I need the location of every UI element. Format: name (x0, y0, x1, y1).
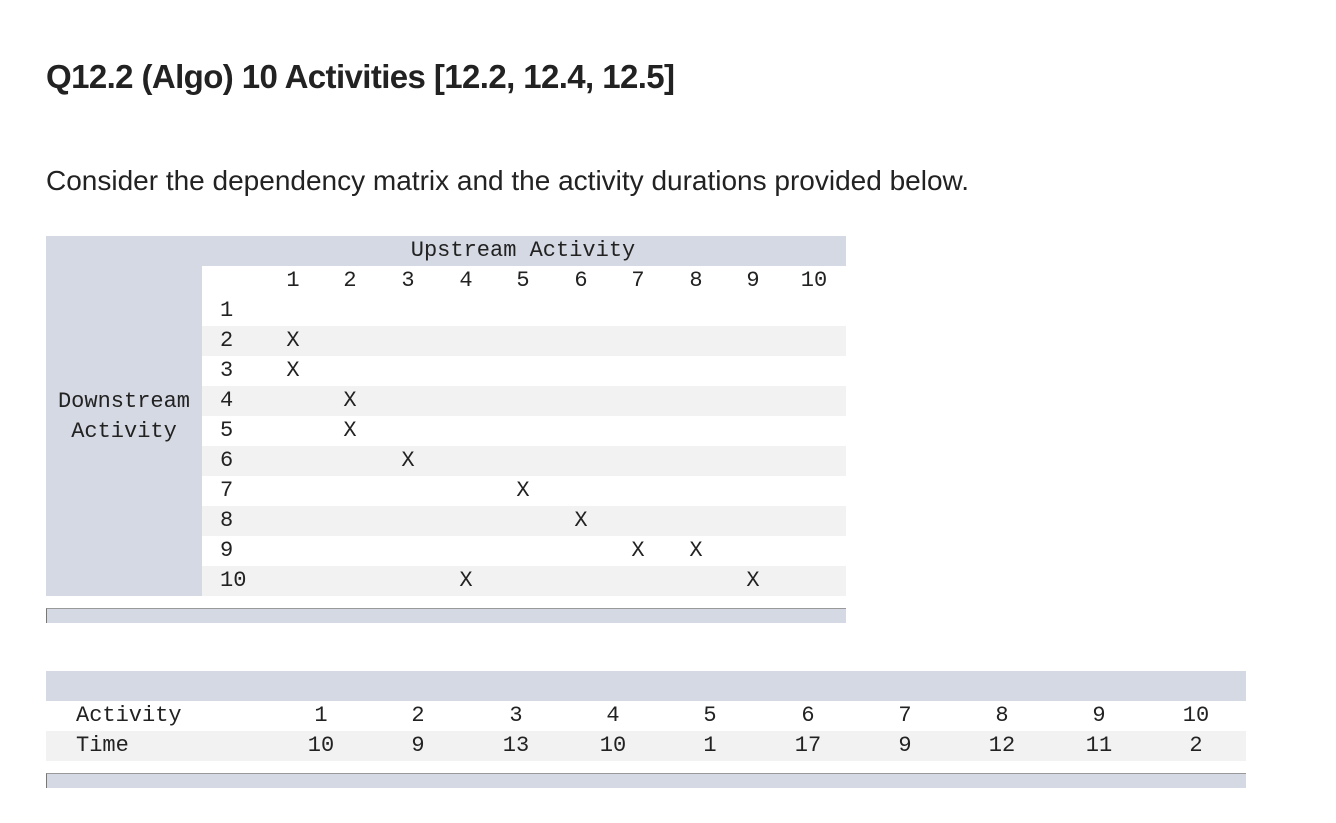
row-label: 10 (220, 568, 247, 593)
cell: 7 (898, 703, 912, 728)
row-stripe (202, 446, 846, 476)
cell: 10 (1182, 703, 1210, 728)
cell: 9 (1092, 703, 1106, 728)
row-label: 5 (220, 418, 234, 443)
row-label: Activity (76, 703, 182, 728)
cell: 3 (509, 703, 523, 728)
cell: 11 (1085, 733, 1113, 758)
row-stripe (202, 506, 846, 536)
row-stripe (202, 386, 846, 416)
table-footer (46, 773, 1246, 788)
row-stripe (202, 326, 846, 356)
dependency-mark: X (516, 478, 530, 503)
cell: 9 (411, 733, 425, 758)
cell: 4 (606, 703, 620, 728)
column-label: 4 (459, 268, 473, 293)
matrix-header-band (46, 236, 846, 266)
column-label: 6 (574, 268, 588, 293)
dependency-mark: X (343, 418, 357, 443)
row-header: Downstream (57, 389, 191, 414)
row-label: 8 (220, 508, 234, 533)
column-label: 2 (343, 268, 357, 293)
cell: 10 (599, 733, 627, 758)
row-stripe (46, 731, 1246, 761)
cell: 17 (794, 733, 822, 758)
dependency-mark: X (746, 568, 760, 593)
dependency-mark: X (286, 328, 300, 353)
column-label: 9 (746, 268, 760, 293)
column-label: 3 (401, 268, 415, 293)
column-label: 10 (800, 268, 828, 293)
cell: 8 (995, 703, 1009, 728)
cell: 5 (703, 703, 717, 728)
row-label: Time (76, 733, 129, 758)
cell: 13 (502, 733, 530, 758)
cell: 1 (703, 733, 717, 758)
cell: 6 (801, 703, 815, 728)
column-label: 8 (689, 268, 703, 293)
question-title: Q12.2 (Algo) 10 Activities [12.2, 12.4, … (46, 58, 675, 95)
matrix-side-band (46, 266, 202, 596)
row-label: 3 (220, 358, 234, 383)
column-label: 1 (286, 268, 300, 293)
row-label: 1 (220, 298, 234, 323)
row-label: 7 (220, 478, 234, 503)
row-label: 2 (220, 328, 234, 353)
table-footer (46, 608, 846, 623)
row-label: 4 (220, 388, 234, 413)
dependency-mark: X (689, 538, 703, 563)
cell: 12 (988, 733, 1016, 758)
cell: 10 (307, 733, 335, 758)
dependency-mark: X (343, 388, 357, 413)
dependency-mark: X (401, 448, 415, 473)
row-label: 6 (220, 448, 234, 473)
cell: 9 (898, 733, 912, 758)
intro-text: Consider the dependency matrix and the a… (46, 165, 969, 196)
row-stripe (202, 566, 846, 596)
column-label: 7 (631, 268, 645, 293)
dependency-mark: X (574, 508, 588, 533)
row-label: 9 (220, 538, 234, 563)
durations-header-band (46, 671, 1246, 701)
cell: 2 (411, 703, 425, 728)
row-header: Activity (71, 419, 177, 444)
column-label: 5 (516, 268, 530, 293)
cell: 1 (314, 703, 328, 728)
cell: 2 (1189, 733, 1203, 758)
column-header: Upstream Activity (410, 238, 636, 263)
dependency-mark: X (286, 358, 300, 383)
dependency-mark: X (631, 538, 645, 563)
dependency-mark: X (459, 568, 473, 593)
